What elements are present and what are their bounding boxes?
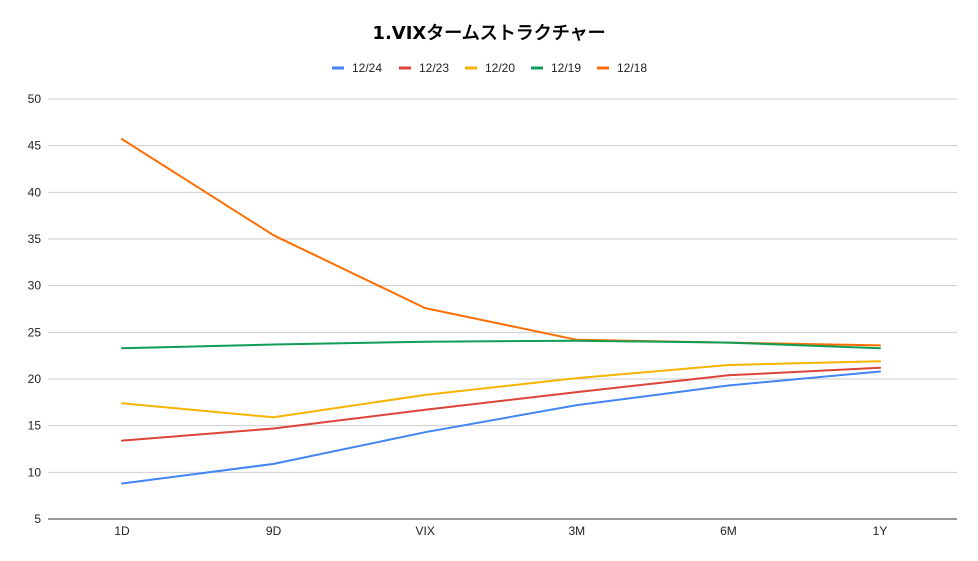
x-tick-label: VIX xyxy=(416,524,435,538)
y-tick-label: 50 xyxy=(28,92,42,106)
legend-label: 12/19 xyxy=(551,61,581,75)
series-line-12-18 xyxy=(121,138,881,347)
gridlines xyxy=(48,98,957,520)
legend-label: 12/23 xyxy=(419,61,449,75)
y-axis-ticks: 5 10 15 20 25 30 35 40 45 50 xyxy=(28,92,42,526)
x-tick-label: 9D xyxy=(266,524,282,538)
y-tick-label: 45 xyxy=(28,139,42,153)
y-tick-label: 10 xyxy=(28,465,42,479)
y-tick-label: 20 xyxy=(28,372,42,386)
series-line-12-23 xyxy=(121,366,881,442)
x-tick-label: 1Y xyxy=(873,524,888,538)
y-tick-label: 25 xyxy=(28,325,42,339)
x-tick-label: 1D xyxy=(114,524,130,538)
legend-item[interactable]: 12/23 xyxy=(399,61,449,75)
legend-label: 12/20 xyxy=(485,61,515,75)
series-line-12-19 xyxy=(121,339,881,350)
x-tick-label: 3M xyxy=(568,524,585,538)
y-tick-label: 40 xyxy=(28,185,42,199)
chart-title: 1.VIXタームストラクチャー xyxy=(372,23,605,44)
legend-item[interactable]: 12/19 xyxy=(531,61,581,75)
x-tick-label: 6M xyxy=(720,524,737,538)
series-line-12-20 xyxy=(121,360,881,419)
y-tick-label: 30 xyxy=(28,279,42,293)
legend-label: 12/24 xyxy=(352,61,382,75)
legend-label: 12/18 xyxy=(617,61,647,75)
legend-item[interactable]: 12/24 xyxy=(332,61,382,75)
legend-item[interactable]: 12/20 xyxy=(465,61,515,75)
x-axis-ticks: 1D 9D VIX 3M 6M 1Y xyxy=(114,524,887,538)
y-tick-label: 35 xyxy=(28,232,42,246)
series-lines xyxy=(121,138,881,485)
y-tick-label: 15 xyxy=(28,419,42,433)
y-tick-label: 5 xyxy=(34,512,41,526)
legend-item[interactable]: 12/18 xyxy=(597,61,647,75)
legend: 12/24 12/23 12/20 12/19 12/18 xyxy=(332,61,647,75)
series-line-12-24 xyxy=(121,370,881,485)
